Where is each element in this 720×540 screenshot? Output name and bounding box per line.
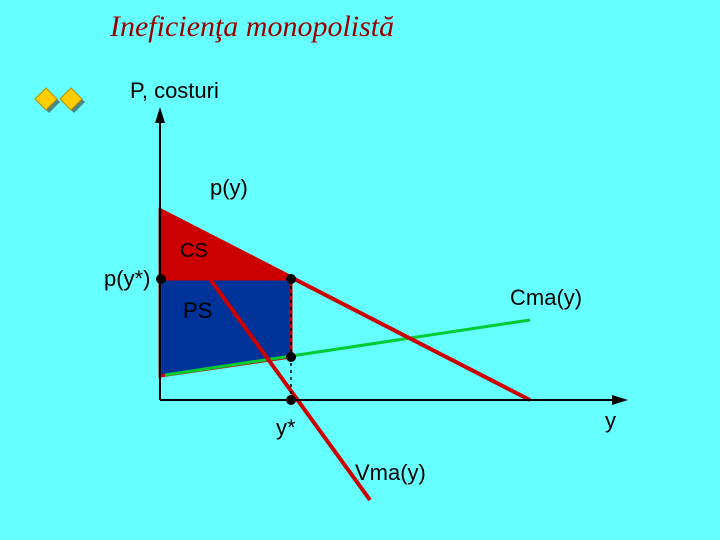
axis-y-label: P, costuri (130, 78, 219, 104)
cs-label: CS (180, 240, 208, 263)
slide-title: Ineficienţa monopolistă (110, 10, 394, 44)
y-star-label: y* (276, 415, 296, 441)
mc-label: Cma(y) (510, 285, 582, 311)
p-star-label: p(y*) (104, 266, 150, 292)
demand-label: p(y) (210, 175, 248, 201)
ps-label: PS (183, 298, 212, 324)
slide-canvas: Ineficienţa monopolistă P, costuri y p(y… (0, 0, 720, 540)
mr-label: Vma(y) (355, 460, 426, 486)
axis-x-label: y (605, 408, 616, 434)
